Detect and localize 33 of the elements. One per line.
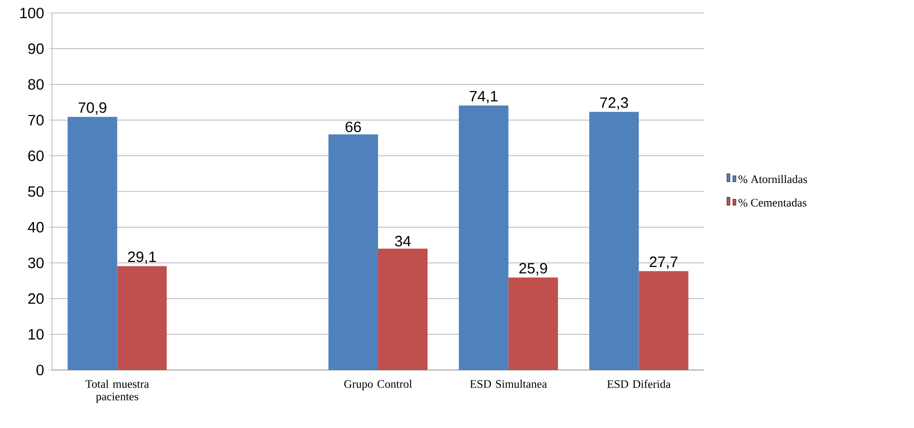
y-tick-label: 0: [36, 364, 44, 376]
legend-label: % Atornilladas: [738, 175, 808, 184]
y-tick-label: 30: [28, 258, 44, 268]
y-tick-label: 20: [28, 293, 44, 304]
bar: [508, 278, 558, 370]
bar: [68, 116, 118, 370]
x-tick-label: ESD Simultanea: [470, 380, 547, 388]
bar: [638, 271, 688, 370]
y-tick-label: 80: [28, 79, 44, 90]
y-tick-label: 60: [28, 150, 44, 162]
legend-label: % Cementadas: [738, 198, 806, 207]
bar: [458, 105, 508, 370]
y-tick-label: 100: [20, 8, 44, 18]
data-label: 74,1: [470, 91, 498, 104]
data-label: 70,9: [78, 102, 106, 115]
data-label: 34: [395, 236, 411, 246]
bar: [589, 112, 639, 370]
data-label: 27,7: [650, 256, 678, 269]
x-tick-label: Total muestra pacientes: [86, 380, 149, 403]
y-tick-label: 50: [28, 186, 44, 197]
y-tick-label: 90: [28, 43, 44, 54]
data-label: 25,9: [519, 262, 548, 276]
y-tick-label: 40: [28, 222, 44, 233]
x-tick-label: ESD Diferida: [607, 380, 671, 388]
bar: [328, 134, 378, 370]
y-tick-label: 10: [28, 328, 44, 340]
data-label: 29,1: [128, 252, 156, 264]
bar: [117, 266, 167, 370]
y-tick-label: 70: [28, 114, 44, 126]
data-label: 66: [346, 122, 361, 132]
x-tick-label: Grupo Control: [344, 380, 412, 390]
data-label: 72,3: [600, 97, 628, 110]
bar: [378, 248, 428, 370]
